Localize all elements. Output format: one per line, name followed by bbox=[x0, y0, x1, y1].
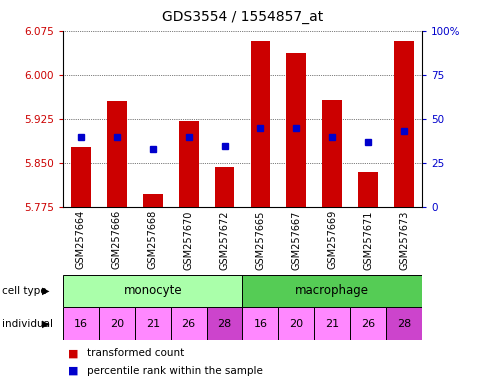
Text: cell type: cell type bbox=[2, 286, 47, 296]
Text: ■: ■ bbox=[68, 366, 78, 376]
Text: macrophage: macrophage bbox=[295, 285, 368, 297]
Text: 21: 21 bbox=[324, 318, 339, 329]
Text: 26: 26 bbox=[181, 318, 196, 329]
Bar bbox=[71, 147, 91, 207]
Bar bbox=[107, 101, 126, 207]
Bar bbox=[99, 307, 135, 340]
Bar bbox=[170, 307, 206, 340]
Bar bbox=[63, 275, 242, 307]
Bar bbox=[63, 307, 99, 340]
Bar bbox=[322, 99, 341, 207]
Text: ■: ■ bbox=[68, 348, 78, 358]
Bar bbox=[385, 307, 421, 340]
Bar bbox=[135, 307, 170, 340]
Bar bbox=[286, 53, 305, 207]
Bar bbox=[214, 167, 234, 207]
Text: ▶: ▶ bbox=[42, 318, 50, 329]
Text: 16: 16 bbox=[253, 318, 267, 329]
Text: individual: individual bbox=[2, 318, 53, 329]
Text: GDS3554 / 1554857_at: GDS3554 / 1554857_at bbox=[162, 10, 322, 23]
Bar bbox=[206, 307, 242, 340]
Text: transformed count: transformed count bbox=[87, 348, 184, 358]
Bar bbox=[179, 121, 198, 207]
Text: 28: 28 bbox=[217, 318, 231, 329]
Text: percentile rank within the sample: percentile rank within the sample bbox=[87, 366, 263, 376]
Bar bbox=[349, 307, 385, 340]
Bar bbox=[143, 194, 162, 207]
Bar bbox=[278, 307, 314, 340]
Bar bbox=[393, 41, 413, 207]
Text: 26: 26 bbox=[360, 318, 375, 329]
Text: 16: 16 bbox=[74, 318, 88, 329]
Text: 28: 28 bbox=[396, 318, 410, 329]
Bar bbox=[250, 41, 270, 207]
Text: 20: 20 bbox=[288, 318, 303, 329]
Bar bbox=[314, 307, 349, 340]
Bar bbox=[242, 275, 421, 307]
Bar bbox=[358, 172, 377, 207]
Text: 20: 20 bbox=[109, 318, 124, 329]
Text: monocyte: monocyte bbox=[123, 285, 182, 297]
Text: 21: 21 bbox=[145, 318, 160, 329]
Text: ▶: ▶ bbox=[42, 286, 50, 296]
Bar bbox=[242, 307, 278, 340]
